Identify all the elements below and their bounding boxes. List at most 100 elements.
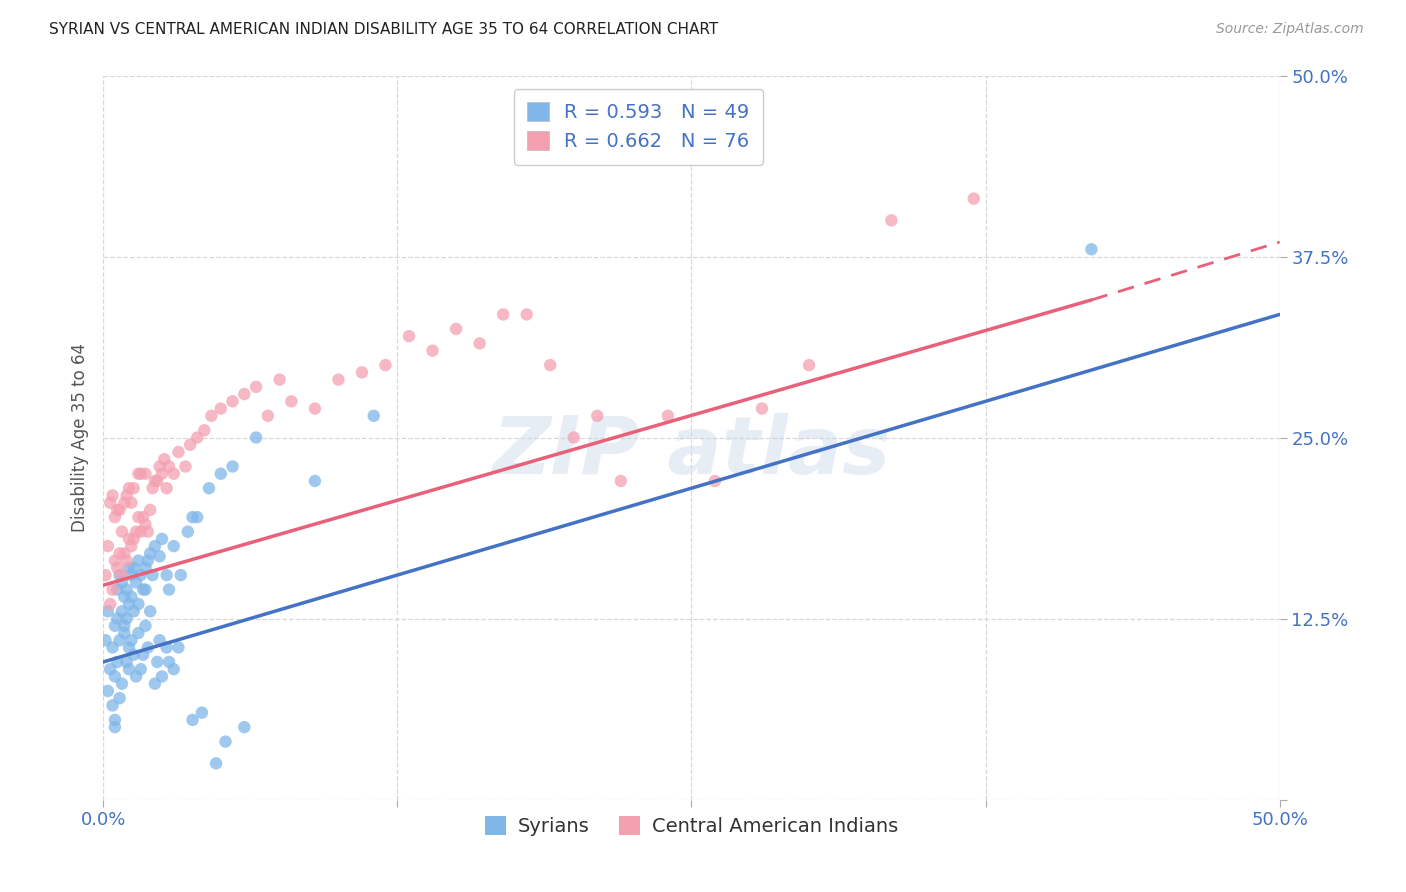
Point [141,481,163,495]
Point [233,720,256,734]
Point [104,619,127,633]
Point [374,358,396,372]
Point [143,539,166,553]
Point [150,532,173,546]
Point [112,496,135,510]
Point [127,553,149,567]
Point [120,496,142,510]
Point [444,322,467,336]
Point [127,467,149,481]
Point [221,394,243,409]
Point [156,640,179,655]
Point [562,430,585,444]
Point [112,546,135,560]
Point [125,524,148,539]
Point [118,640,141,655]
Point [167,640,190,655]
Point [139,604,162,618]
Point [304,474,326,488]
Point [127,597,149,611]
Point [111,604,134,618]
Point [156,481,179,495]
Point [191,706,214,720]
Point [118,597,141,611]
Point [703,474,725,488]
Point [134,582,156,597]
Point [149,459,172,474]
Point [179,438,201,452]
Point [136,553,159,567]
Point [101,488,124,502]
Point [139,546,162,560]
Point [94,633,117,648]
Point [146,474,169,488]
Point [141,568,163,582]
Point [98,597,121,611]
Point [398,329,420,343]
Point [149,633,172,648]
Point [157,459,180,474]
Point [153,452,176,467]
Point [193,423,215,437]
Point [350,365,373,379]
Point [112,590,135,604]
Point [200,409,222,423]
Text: Source: ZipAtlas.com: Source: ZipAtlas.com [1216,22,1364,37]
Point [328,373,350,387]
Point [118,662,141,676]
Point [108,503,131,517]
Point [94,568,117,582]
Point [1080,242,1102,256]
Point [115,655,138,669]
Point [98,496,121,510]
Point [657,409,679,423]
Point [120,590,142,604]
Point [122,648,145,662]
Point [118,561,141,575]
Point [104,720,127,734]
Point [186,510,208,524]
Point [132,510,155,524]
Point [118,532,141,546]
Point [221,459,243,474]
Point [209,467,232,481]
Point [97,539,120,553]
Point [538,358,561,372]
Point [150,669,173,683]
Point [125,669,148,683]
Point [127,626,149,640]
Point [280,394,302,409]
Point [156,568,179,582]
Point [586,409,609,423]
Point [101,640,124,655]
Point [269,373,291,387]
Point [209,401,232,416]
Point [143,474,166,488]
Point [111,676,134,690]
Point [118,481,141,495]
Point [111,568,134,582]
Text: ZIP atlas: ZIP atlas [492,413,890,491]
Point [108,546,131,560]
Point [122,604,145,618]
Point [157,655,180,669]
Point [422,343,444,358]
Point [214,734,236,748]
Point [105,503,128,517]
Point [104,553,127,567]
Point [105,655,128,669]
Point [245,380,267,394]
Point [751,401,773,416]
Point [136,640,159,655]
Point [115,582,138,597]
Point [101,698,124,713]
Y-axis label: Disability Age 35 to 64: Disability Age 35 to 64 [72,343,89,532]
Point [963,192,986,206]
Point [177,524,200,539]
Point [105,611,128,625]
Point [134,467,156,481]
Point [170,568,193,582]
Point [134,619,156,633]
Point [98,662,121,676]
Point [104,669,127,683]
